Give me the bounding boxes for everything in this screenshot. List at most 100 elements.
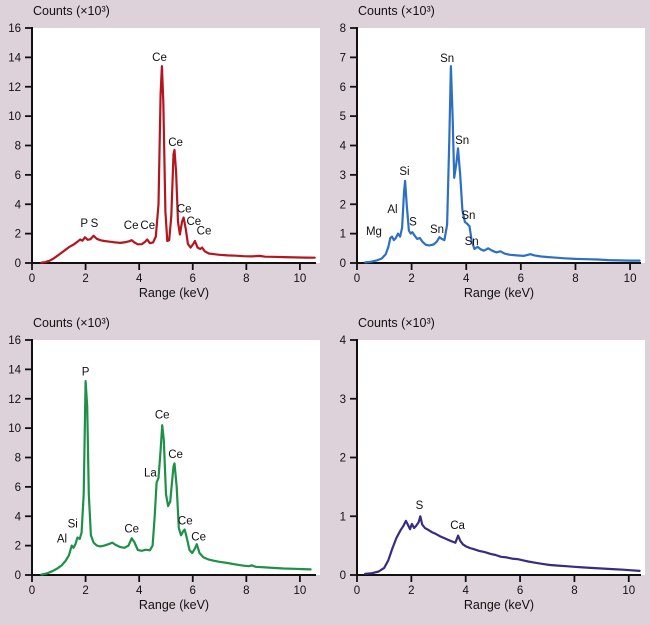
x-axis-tick-label: 4: [136, 585, 143, 597]
spectrum-curve: [40, 379, 312, 576]
plot-area: [32, 28, 320, 263]
y-axis-tick-label: 4: [340, 335, 347, 347]
x-axis-tick-label: 8: [572, 273, 578, 285]
peak-label: Ce: [197, 225, 212, 237]
x-axis-tick-label: 2: [408, 585, 414, 597]
x-axis-title: Range (keV): [463, 598, 535, 612]
spectrum-plot-purple: 0 1 2 3 4 0 2 4 6 8 10 S Ca: [340, 335, 645, 597]
y-axis-tick-label: 8: [15, 453, 21, 465]
peak-label: S: [416, 500, 424, 512]
x-axis-tick-label: 10: [294, 273, 307, 285]
x-axis-tick-label: 4: [136, 273, 143, 285]
y-axis-tick-label: 0: [340, 258, 346, 270]
axes: [356, 339, 641, 576]
y-axis-tick-label: 2: [15, 541, 21, 553]
x-axis-title: Range (keV): [138, 286, 210, 300]
peak-label: Ce: [140, 220, 155, 232]
y-axis-tick-label: 6: [340, 82, 346, 94]
chart-panel-bottom-right: Counts (×10³) 0 1 2 3 4 0 2 4 6 8 10 S Ca Range (keV…: [325, 312, 650, 625]
y-axis-tick-label: 3: [340, 170, 346, 182]
peak-label: Mg: [366, 226, 382, 238]
peak-label: Sn: [461, 210, 475, 222]
y-axis-tick-label: 7: [340, 52, 346, 64]
axes: [356, 27, 641, 264]
y-axis-tick-label: 1: [340, 229, 346, 241]
y-axis-tick-label: 2: [340, 199, 346, 211]
peak-label: Ce: [168, 137, 183, 149]
x-axis-tick-label: 2: [82, 273, 88, 285]
x-axis-tick-label: 10: [294, 585, 307, 597]
peak-label: Ce: [186, 216, 201, 228]
x-axis-tick-label: 2: [82, 585, 88, 597]
y-axis-tick-label: 10: [8, 111, 21, 123]
x-axis-tick-label: 10: [624, 273, 637, 285]
y-axis-tick-label: 5: [340, 111, 346, 123]
peak-label: Si: [399, 166, 409, 178]
y-axis-tick-label: 16: [8, 335, 21, 347]
axes: [31, 339, 316, 576]
y-axis-tick-label: 4: [15, 199, 22, 211]
peak-label: Si: [68, 518, 78, 530]
peak-label: Ce: [177, 203, 192, 215]
x-axis-tick-label: 6: [517, 585, 523, 597]
y-axis-title: Counts (×10³): [33, 316, 110, 330]
x-axis-tick-label: 0: [29, 273, 35, 285]
peak-label: Sn: [430, 224, 444, 236]
peak-label: S: [91, 218, 99, 230]
x-axis-tick-label: 6: [190, 273, 196, 285]
plot-area: [357, 28, 645, 263]
y-axis-tick-label: 2: [340, 453, 346, 465]
peak-label: Ce: [124, 523, 139, 535]
peak-label: Sn: [465, 236, 479, 248]
peak-label: Ce: [191, 531, 206, 543]
axes: [31, 27, 316, 264]
x-axis-tick-label: 6: [190, 585, 196, 597]
peak-label: Sn: [455, 135, 469, 147]
y-axis-tick-label: 0: [15, 570, 21, 582]
plot-area: [357, 340, 645, 575]
y-axis-tick-label: 16: [8, 23, 21, 35]
y-axis-tick-label: 6: [15, 170, 21, 182]
peak-label: Sn: [440, 53, 454, 65]
x-axis-tick-label: 2: [408, 273, 414, 285]
spectrum-curve: [364, 65, 641, 264]
y-axis-tick-label: 8: [340, 23, 346, 35]
peak-label: Ce: [178, 515, 193, 527]
y-axis-tick-label: 4: [15, 511, 22, 523]
y-axis-tick-label: 8: [15, 141, 21, 153]
y-axis-title: Counts (×10³): [358, 4, 435, 18]
chart-panel-top-right: Counts (×10³) 0 1 2 3 4 5 6 7 8 0 2 4 6 8 10 Mg Al Si S Sn S…: [325, 0, 650, 313]
x-axis-title: Range (keV): [463, 286, 535, 300]
spectrum-plot-blue: 0 1 2 3 4 5 6 7 8 0 2 4 6 8 10 Mg Al Si S Sn Sn Sn Sn Sn: [340, 23, 645, 285]
y-axis-tick-label: 3: [340, 394, 346, 406]
peak-label: Ce: [155, 410, 170, 422]
y-axis-tick-label: 14: [8, 364, 21, 376]
y-axis-tick-label: 2: [15, 229, 21, 241]
y-axis-tick-label: 6: [15, 482, 21, 494]
y-axis-tick-label: 4: [340, 141, 347, 153]
peak-label: S: [409, 216, 417, 228]
spectrum-curve: [40, 65, 316, 264]
chart-panel-top-left: Counts (×10³) 0 2 4 6 8 10 12 14 16 0 2 4 6 8 10 P S Ce Ce…: [0, 0, 325, 313]
peak-label: P: [80, 218, 88, 230]
x-axis-tick-label: 0: [354, 273, 360, 285]
y-axis-tick-label: 12: [8, 82, 21, 94]
peak-label: Ca: [450, 520, 465, 532]
x-axis-tick-label: 8: [243, 273, 249, 285]
peak-label: Ce: [168, 449, 183, 461]
x-axis-tick-label: 4: [463, 585, 470, 597]
x-axis-tick-label: 8: [243, 585, 249, 597]
y-axis-tick-label: 0: [15, 258, 21, 270]
peak-label: Al: [387, 204, 397, 216]
y-axis-title: Counts (×10³): [33, 4, 110, 18]
x-axis-tick-label: 10: [622, 585, 635, 597]
peak-label: P: [82, 366, 90, 378]
x-axis-tick-label: 0: [354, 585, 360, 597]
peak-label: Al: [57, 534, 67, 546]
y-axis-tick-label: 12: [8, 394, 21, 406]
x-axis-title: Range (keV): [138, 598, 210, 612]
y-axis-tick-label: 0: [340, 570, 346, 582]
x-axis-tick-label: 0: [29, 585, 35, 597]
peak-label: Ce: [152, 52, 167, 64]
